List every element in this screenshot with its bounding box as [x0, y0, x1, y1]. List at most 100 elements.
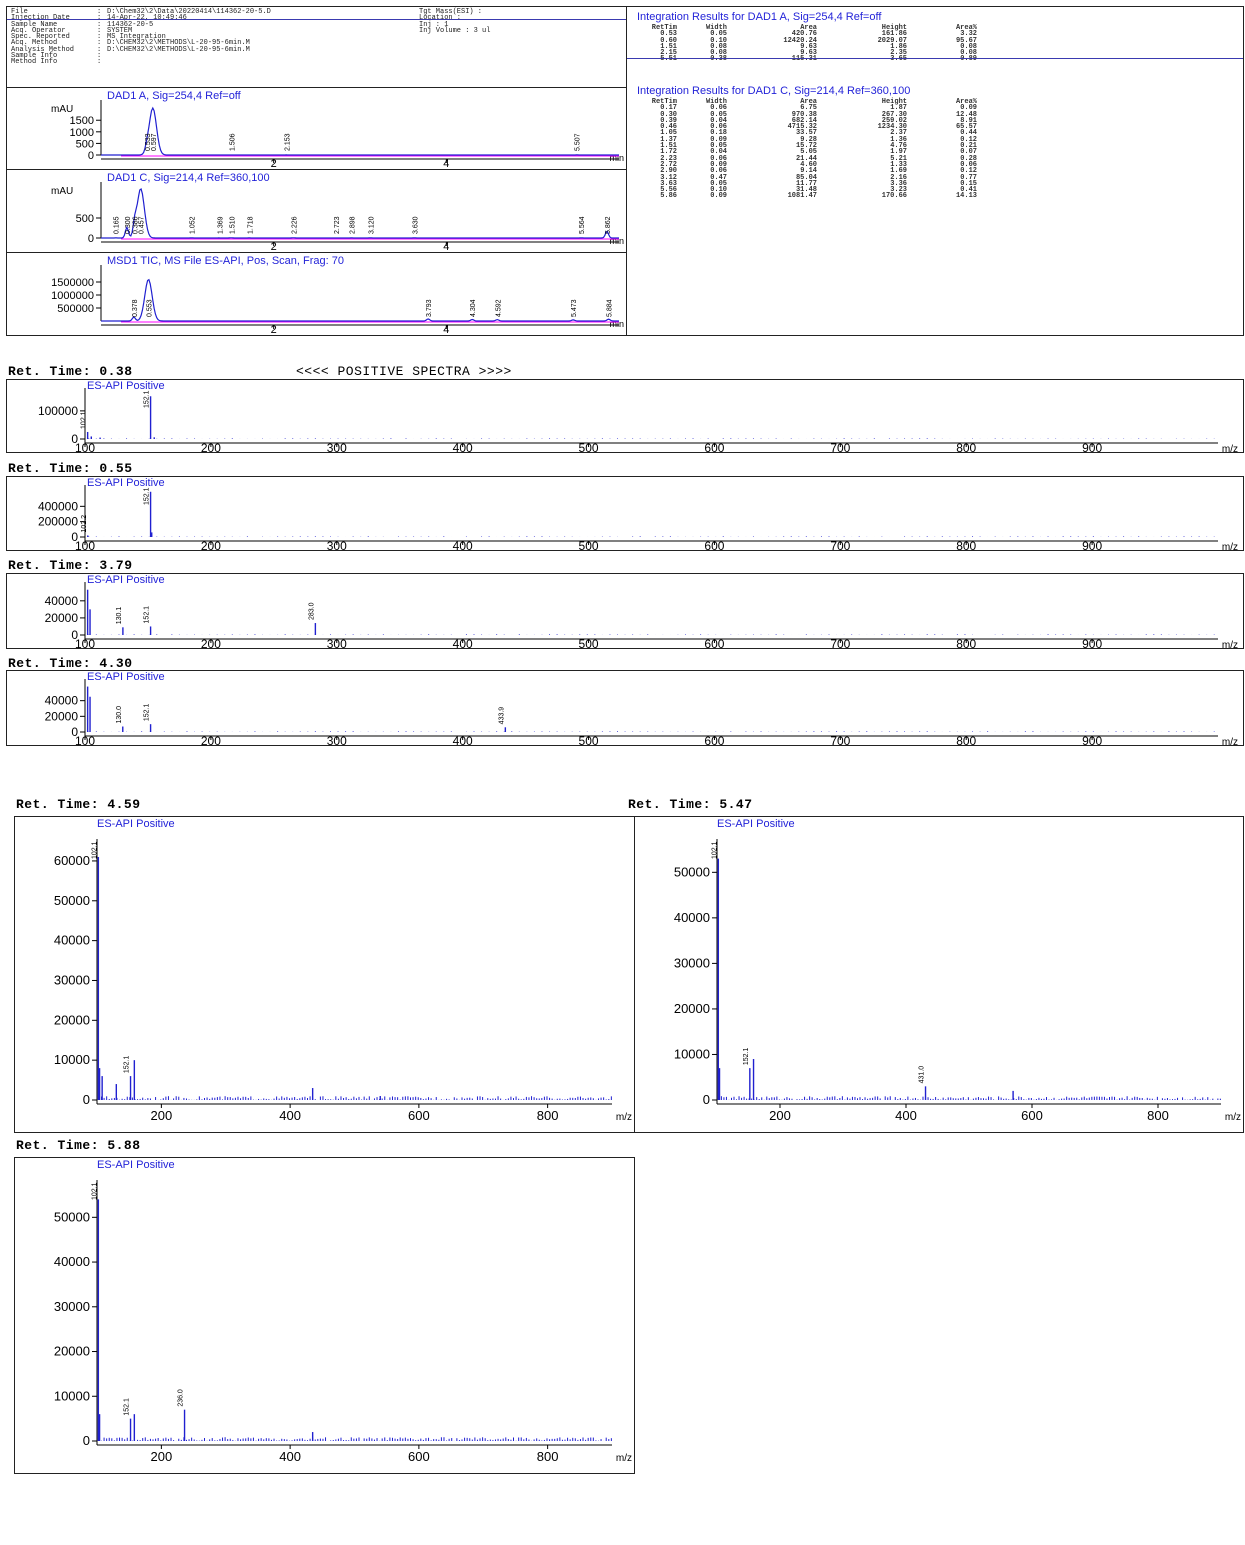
table-row: 2.23 0.06 21.44 5.21 0.28: [637, 154, 977, 163]
x-tick-label: 400: [279, 1108, 301, 1123]
table-cell: 1.86: [890, 42, 907, 51]
y-tick-label: 0: [71, 432, 78, 446]
y-tick-label: 1500: [70, 115, 94, 127]
chromatogram-title: DAD1 A, Sig=254,4 Ref=off: [107, 90, 242, 102]
table-cell: 4715.32: [787, 123, 817, 132]
spectrum-panel: ES-API Positive 40000 20000 0 100 200 300 400 50…: [6, 670, 1244, 748]
spectrum-panel: ES-API Positive 50000 40000 30000 20000 10000…: [634, 816, 1244, 1133]
table-cell: 33.57: [795, 129, 817, 138]
table-row: 3.12 0.47 85.04 2.16 0.77: [637, 173, 977, 182]
table-row: 0.53 0.05 420.76 161.86 3.32: [637, 30, 977, 39]
x-tick-label: 200: [201, 734, 221, 745]
x-tick-label: 400: [279, 1449, 301, 1464]
x-axis-unit: m/z: [1222, 640, 1238, 648]
x-tick-label: 400: [453, 441, 473, 452]
peak-label: 5.564: [579, 216, 586, 234]
table-row: 5.56 0.10 31.48 3.23 0.41: [637, 186, 977, 195]
spectrum-mode-title: ES-API Positive: [97, 818, 175, 830]
table-cell: 0.06: [710, 123, 727, 132]
y-tick-label: 0: [83, 1433, 90, 1448]
sample-info-right: Tgt Mass(ESI) :: [419, 8, 483, 16]
sample-info-value: MS Integration: [107, 33, 166, 42]
x-tick-label: 800: [956, 637, 976, 648]
peak-label: 152.1: [144, 487, 151, 505]
table-cell: 259.02: [881, 116, 907, 125]
peak-label: 0.165: [114, 216, 121, 234]
table-cell: 0.04: [710, 148, 727, 157]
ret-time-label: Ret. Time: 4.59: [16, 797, 141, 812]
x-tick-label: 100: [75, 637, 95, 648]
peak-label: 4.592: [495, 299, 502, 317]
table-cell: 0.28: [960, 154, 977, 163]
integration-results-panel: Integration Results for DAD1 A, Sig=254,…: [626, 6, 1244, 336]
peak-label: 2.898: [349, 216, 356, 234]
sample-info-row: Acq. Method: D:\CHEM32\2\METHODS\L-20-95-…: [11, 39, 621, 48]
x-tick-label: 4: [443, 158, 449, 169]
sample-info-sep: :: [97, 15, 101, 22]
table-cell: 4.76: [890, 142, 907, 151]
peak-label: 0.597: [151, 133, 158, 151]
x-tick-label: 600: [704, 637, 724, 648]
table-cell: 9.63: [800, 42, 817, 51]
table-cell: 0.05: [710, 30, 727, 39]
sample-info-value: 114362-20-5: [107, 20, 154, 29]
peak-label: 1.718: [247, 216, 254, 234]
table-cell: 0.05: [710, 179, 727, 188]
y-tick-label: 1500000: [51, 277, 94, 289]
table-cell: 95.67: [955, 36, 977, 45]
table-cell: 1.87: [890, 104, 907, 113]
x-tick-label: 300: [327, 441, 347, 452]
table-cell: 2.72: [660, 160, 677, 169]
y-tick-label: 0: [71, 725, 78, 739]
table-cell: 1.37: [660, 135, 677, 144]
sample-info-panel: File: D:\Chem32\2\Data\20220414\114362-20…: [6, 6, 627, 88]
y-tick-label: 10000: [54, 1052, 90, 1067]
peak-label: 5.884: [607, 299, 614, 317]
table-cell: 0.05: [710, 142, 727, 151]
y-tick-label: 1000: [70, 127, 94, 139]
table-row: 2.15 0.08 9.63 2.35 0.08: [637, 50, 977, 57]
sample-info-label: Acq. Operator: [11, 26, 66, 35]
y-tick-label: 30000: [54, 972, 90, 987]
x-tick-label: 300: [327, 637, 347, 648]
peak-label: 4.304: [470, 299, 477, 317]
sample-info-value: D:\CHEM32\2\METHODS\L-20-95-6min.M: [107, 39, 250, 48]
header-divider: [7, 19, 626, 20]
table-cell: 12.48: [955, 110, 977, 119]
integration-title: Integration Results for DAD1 C, Sig=214,…: [637, 85, 911, 97]
x-tick-label: 600: [704, 734, 724, 745]
table-row: 0.39 0.04 682.14 259.02 8.91: [637, 116, 977, 125]
column-header: Area: [800, 98, 817, 106]
table-cell: 31.48: [795, 186, 817, 195]
spectrum-chart: ES-API Positive 60000 50000 40000 30000 20000…: [54, 818, 632, 1123]
x-tick-label: 700: [830, 734, 850, 745]
table-row: 0.46 0.06 4715.32 1234.30 65.57: [637, 123, 977, 132]
column-header: Area: [800, 24, 817, 32]
sample-info-row: Analysis Method: D:\CHEM32\2\METHODS\L-20…: [11, 46, 621, 53]
y-tick-label: 0: [88, 233, 94, 245]
sample-info-right: Inj Volume : 3 ul: [419, 26, 491, 35]
table-cell: 5.21: [890, 154, 907, 163]
x-tick-label: 500: [579, 441, 599, 452]
peak-label: 0.300: [125, 216, 132, 234]
sample-info-label: Acq. Method: [11, 39, 58, 48]
x-tick-label: 400: [453, 734, 473, 745]
table-cell: 0.09: [710, 160, 727, 169]
y-axis-unit: mAU: [51, 104, 73, 115]
y-tick-label: 40000: [674, 910, 710, 925]
x-tick-label: 200: [769, 1108, 791, 1123]
table-cell: 9.28: [800, 135, 817, 144]
chromatogram-title: DAD1 C, Sig=214,4 Ref=360,100: [107, 172, 270, 184]
sample-info-label: Sample Info: [11, 52, 58, 61]
chromatogram-trace: [101, 106, 619, 156]
table-cell: 3.32: [960, 30, 977, 39]
table-cell: 0.06: [710, 104, 727, 113]
chromatogram-title: MSD1 TIC, MS File ES-API, Pos, Scan, Fra…: [107, 255, 344, 267]
table-cell: 1.51: [660, 42, 677, 51]
integration-title: Integration Results for DAD1 A, Sig=254,…: [637, 11, 882, 23]
table-cell: 2.16: [890, 173, 907, 182]
table-cell: 0.06: [710, 154, 727, 163]
ret-time-label: Ret. Time: 0.38: [8, 364, 133, 379]
table-cell: 9.14: [800, 167, 817, 176]
